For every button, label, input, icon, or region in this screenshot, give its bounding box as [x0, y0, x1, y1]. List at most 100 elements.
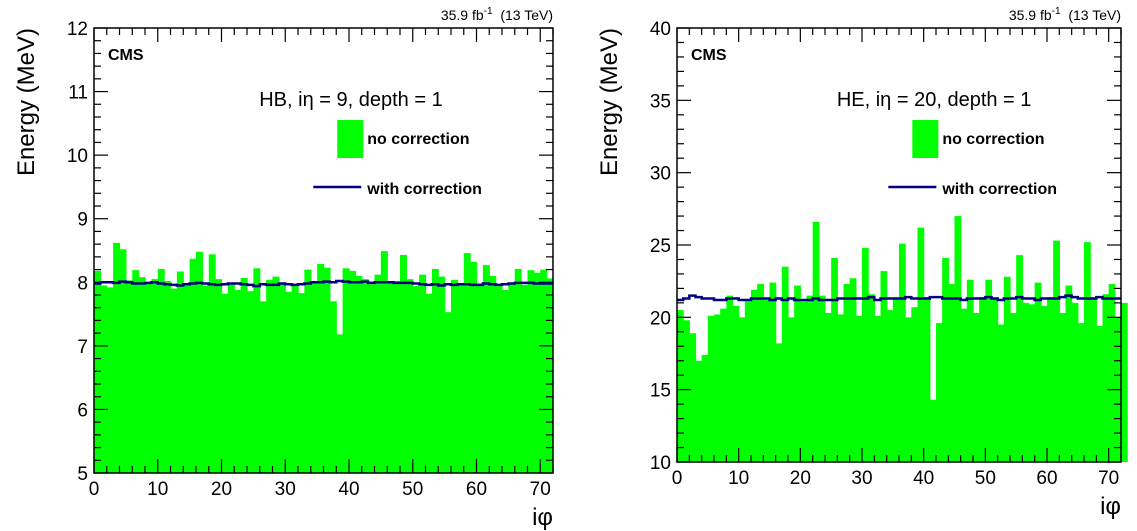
hb-bar-62 — [482, 265, 490, 473]
he-bar-53 — [997, 324, 1005, 462]
he-bar-13 — [751, 289, 758, 462]
hb-bar-68 — [521, 284, 529, 473]
hb-bar-4 — [113, 242, 121, 473]
he-x-tick-label: 40 — [913, 468, 934, 489]
hb-bar-65 — [502, 289, 509, 473]
hb-bar-29 — [272, 276, 280, 473]
hb-bar-57 — [451, 279, 458, 473]
he-bar-26 — [831, 258, 838, 462]
he-bar-10 — [732, 305, 740, 462]
he-x-tick-label: 0 — [672, 468, 683, 489]
he-bar-30 — [855, 315, 863, 462]
he-bar-56 — [1016, 255, 1023, 462]
he-bar-21 — [800, 301, 808, 462]
hb-bar-3 — [106, 287, 114, 473]
he-bar-58 — [1028, 304, 1036, 462]
he-bar-3 — [689, 333, 697, 462]
he-bar-73 — [1121, 302, 1128, 462]
he-bar-1 — [677, 310, 684, 462]
hb-y-tick-label: 12 — [67, 19, 88, 40]
hb-bar-9 — [145, 283, 152, 473]
he-bar-36 — [892, 298, 900, 462]
hb-bar-40 — [342, 268, 350, 473]
hb-bar-59 — [463, 253, 471, 473]
he-bar-7 — [714, 314, 721, 462]
hb-bar-36 — [317, 263, 325, 473]
hb-bar-19 — [208, 254, 216, 473]
hb-bar-10 — [151, 279, 159, 473]
he-bar-59 — [1034, 282, 1042, 462]
hb-bar-12 — [164, 281, 172, 473]
he-with-correction-line — [677, 294, 1121, 302]
he-bar-4 — [695, 360, 703, 462]
hb-y-tick-label: 11 — [68, 83, 88, 104]
hb-bar-63 — [489, 275, 497, 473]
he-cms-label: CMS — [691, 47, 727, 64]
hb-bar-31 — [285, 291, 293, 473]
he-bar-29 — [849, 278, 857, 462]
he-bar-23 — [812, 221, 820, 462]
hb-y-tick-label: 7 — [77, 337, 88, 358]
he-bar-48 — [966, 279, 974, 462]
he-bar-68 — [1090, 297, 1097, 462]
hb-y-tick-label: 6 — [77, 400, 88, 421]
hb-bar-58 — [457, 284, 465, 473]
hb-bar-45 — [374, 274, 382, 473]
he-bar-49 — [973, 312, 980, 462]
hb-bar-35 — [310, 281, 318, 473]
hb-bar-16 — [189, 258, 197, 473]
he-bar-63 — [1059, 312, 1067, 462]
hb-bar-53 — [425, 293, 433, 473]
hb-tick-labels-group: 0 10 20 30 40 50 60 70 5 6 7 8 9 10 11 12 — [67, 19, 551, 500]
hb-bar-15 — [183, 284, 191, 473]
hb-bar-6 — [125, 280, 133, 473]
he-bar-51 — [985, 279, 993, 462]
hb-bar-51 — [412, 286, 420, 473]
hb-bar-49 — [400, 254, 407, 473]
he-bar-42 — [929, 399, 937, 462]
he-x-tick-label: 50 — [975, 468, 996, 489]
he-x-tick-label: 70 — [1098, 468, 1119, 489]
he-bar-27 — [837, 314, 845, 462]
hb-bar-67 — [514, 268, 522, 473]
hb-bar-54 — [431, 268, 439, 473]
hb-y-tick-label: 5 — [77, 464, 88, 485]
he-bar-60 — [1040, 305, 1048, 462]
he-legend-label-no-correction: no correction — [942, 131, 1044, 148]
hb-bar-23 — [234, 289, 242, 473]
hb-bar-28 — [266, 279, 274, 473]
hb-bar-32 — [291, 284, 299, 473]
he-bar-57 — [1022, 302, 1030, 462]
hb-bar-70 — [533, 272, 541, 473]
hb-bar-55 — [438, 276, 446, 473]
he-y-tick-label: 40 — [650, 19, 671, 40]
hb-bar-38 — [329, 301, 337, 473]
he-bar-43 — [936, 323, 943, 462]
hb-bar-13 — [170, 288, 178, 473]
hb-chart-svg: 0 10 20 30 40 50 60 70 5 6 7 8 9 10 11 12 35.9 fb-1 (13… — [13, 6, 554, 531]
hb-bar-42 — [355, 275, 363, 473]
hb-x-tick-label: 50 — [402, 479, 423, 500]
hb-bars-group — [94, 242, 554, 473]
he-legend-swatch-no-correction — [912, 120, 939, 158]
he-y-tick-label: 15 — [650, 381, 671, 402]
he-bar-20 — [794, 285, 801, 462]
hb-region-label: HB, iη = 9, depth = 1 — [259, 89, 442, 111]
hb-bar-7 — [132, 270, 140, 473]
he-bar-32 — [868, 294, 875, 462]
hb-bar-46 — [380, 251, 388, 473]
he-bars-group — [677, 216, 1128, 462]
hb-lumi-label: 35.9 fb-1 (13 TeV) — [441, 6, 553, 23]
hb-bar-37 — [323, 267, 331, 473]
hb-y-axis-label: Energy (MeV) — [13, 28, 40, 176]
he-bar-44 — [942, 258, 949, 462]
he-bar-46 — [954, 216, 962, 462]
hb-y-tick-label: 9 — [77, 210, 88, 231]
hb-bar-39 — [336, 334, 344, 473]
hb-bar-24 — [240, 277, 248, 473]
he-bar-5 — [701, 354, 709, 462]
he-x-tick-label: 20 — [790, 468, 811, 489]
he-bar-8 — [720, 308, 727, 462]
he-y-tick-label: 35 — [650, 91, 671, 112]
he-bar-33 — [874, 315, 882, 462]
